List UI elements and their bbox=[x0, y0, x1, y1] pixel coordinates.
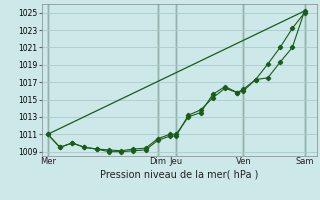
X-axis label: Pression niveau de la mer( hPa ): Pression niveau de la mer( hPa ) bbox=[100, 169, 258, 179]
